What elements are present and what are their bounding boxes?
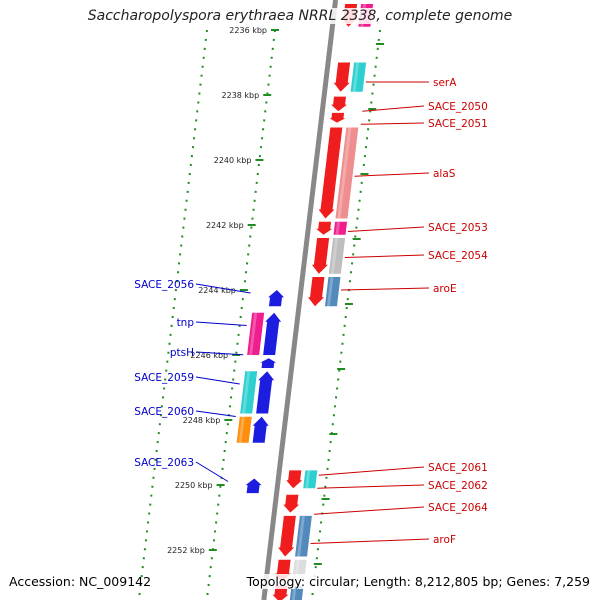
gene-label-sera: serA: [433, 77, 457, 89]
left-label-line: [195, 461, 229, 482]
inner-left-guide: [205, 29, 276, 600]
tick-label: 2240 kbp: [214, 156, 252, 165]
right-label-line: [340, 287, 430, 291]
gene-highlight-31: [291, 585, 297, 600]
tick-label: 2244 kbp: [198, 286, 236, 295]
gene-label-aroe: aroE: [433, 283, 457, 295]
gene-highlight-24: [305, 470, 311, 489]
tick-label: 2238 kbp: [222, 91, 260, 100]
gene-rev2-21: [236, 416, 252, 443]
outer-left-guide: [137, 29, 208, 600]
gene-highlight-27: [297, 515, 305, 557]
gene-fwd1-10: [311, 238, 330, 274]
gene-fwd2-7: [335, 127, 359, 219]
right-label-line: [344, 254, 425, 258]
topology-text: Topology: circular; Length: 8,212,805 bp…: [246, 574, 590, 589]
accession-text: Accession: NC_009142: [9, 574, 152, 589]
gene-fwd1-30: [272, 585, 289, 600]
gene-highlight-19: [242, 371, 251, 414]
gene-label-tnp: tnp: [177, 317, 195, 329]
gene-fwd2-27: [295, 515, 312, 557]
gene-label-arof: aroF: [433, 534, 456, 546]
right-label-line: [362, 105, 425, 112]
gene-highlight-16: [249, 312, 258, 355]
tick-label: 2248 kbp: [183, 416, 221, 425]
gene-label-sace_2061: SACE_2061: [428, 462, 488, 474]
gene-label-sace_2050: SACE_2050: [428, 101, 488, 113]
gene-fwd1-6: [318, 127, 343, 219]
right-label-line: [354, 172, 430, 177]
gene-label-sace_2064: SACE_2064: [428, 502, 488, 514]
gene-fwd1-26: [278, 515, 296, 557]
right-label-line: [314, 506, 425, 515]
gene-fwd2-11: [328, 238, 346, 274]
gene-rev1-15: [263, 312, 282, 355]
left-label-line: [195, 321, 247, 326]
gene-label-sace_2059: SACE_2059: [134, 372, 194, 384]
inner-right-guide: [310, 29, 381, 600]
right-label-line: [318, 466, 425, 476]
right-label-line: [310, 538, 430, 544]
right-label-line: [347, 226, 425, 232]
tick-label: 2250 kbp: [175, 481, 213, 490]
gene-fwd2-3: [350, 62, 367, 92]
tick-label: 2246 kbp: [190, 351, 228, 360]
right-label-line: [317, 484, 425, 489]
gene-fwd2-9: [333, 221, 348, 235]
gene-rev1-14: [268, 290, 285, 307]
gene-fwd2-13: [324, 277, 341, 307]
gene-highlight-7: [337, 127, 352, 219]
gene-fwd1-12: [308, 277, 325, 307]
left-label-line: [195, 283, 251, 294]
gene-highlight-9: [335, 221, 341, 235]
gene-fwd1-4: [331, 96, 348, 112]
gene-label-sace_2060: SACE_2060: [134, 406, 194, 418]
genome-backbone: [261, 0, 339, 600]
gene-highlight-21: [238, 416, 245, 443]
gene-label-sace_2056: SACE_2056: [134, 279, 194, 291]
gene-highlight-13: [326, 277, 334, 307]
gene-label-alas: alaS: [433, 168, 456, 180]
gene-fwd2-31: [289, 585, 304, 600]
tick-label: 2236 kbp: [229, 26, 267, 35]
gene-rev1-22: [245, 478, 262, 494]
gene-fwd1-25: [283, 494, 300, 513]
left-label-line: [195, 351, 244, 356]
left-label-line: [195, 376, 240, 385]
tick-label: 2252 kbp: [167, 546, 205, 555]
right-label-line: [360, 122, 425, 125]
gene-label-sace_2054: SACE_2054: [428, 250, 488, 262]
gene-highlight-3: [352, 62, 360, 92]
gene-rev2-19: [240, 371, 258, 414]
gene-fwd1-8: [316, 221, 333, 235]
gene-label-sace_2062: SACE_2062: [428, 480, 488, 492]
map-title: Saccharopolyspora erythraea NRRL 2338, c…: [0, 8, 600, 24]
gene-fwd2-24: [303, 470, 318, 489]
tick-label: 2242 kbp: [206, 221, 244, 230]
gene-highlight-11: [330, 238, 339, 274]
gene-label-sace_2053: SACE_2053: [428, 222, 488, 234]
gene-rev1-17: [260, 358, 277, 368]
gene-fwd1-23: [286, 470, 303, 489]
left-label-line: [195, 410, 236, 417]
gene-label-sace_2063: SACE_2063: [134, 457, 194, 469]
gene-fwd1-2: [333, 62, 351, 92]
gene-rev1-20: [252, 416, 269, 443]
gene-rev2-16: [247, 312, 265, 355]
gene-rev1-18: [256, 371, 275, 414]
gene-label-ptsh: ptsH: [170, 347, 194, 359]
gene-fwd1-5: [329, 112, 346, 123]
gene-label-sace_2051: SACE_2051: [428, 118, 488, 130]
